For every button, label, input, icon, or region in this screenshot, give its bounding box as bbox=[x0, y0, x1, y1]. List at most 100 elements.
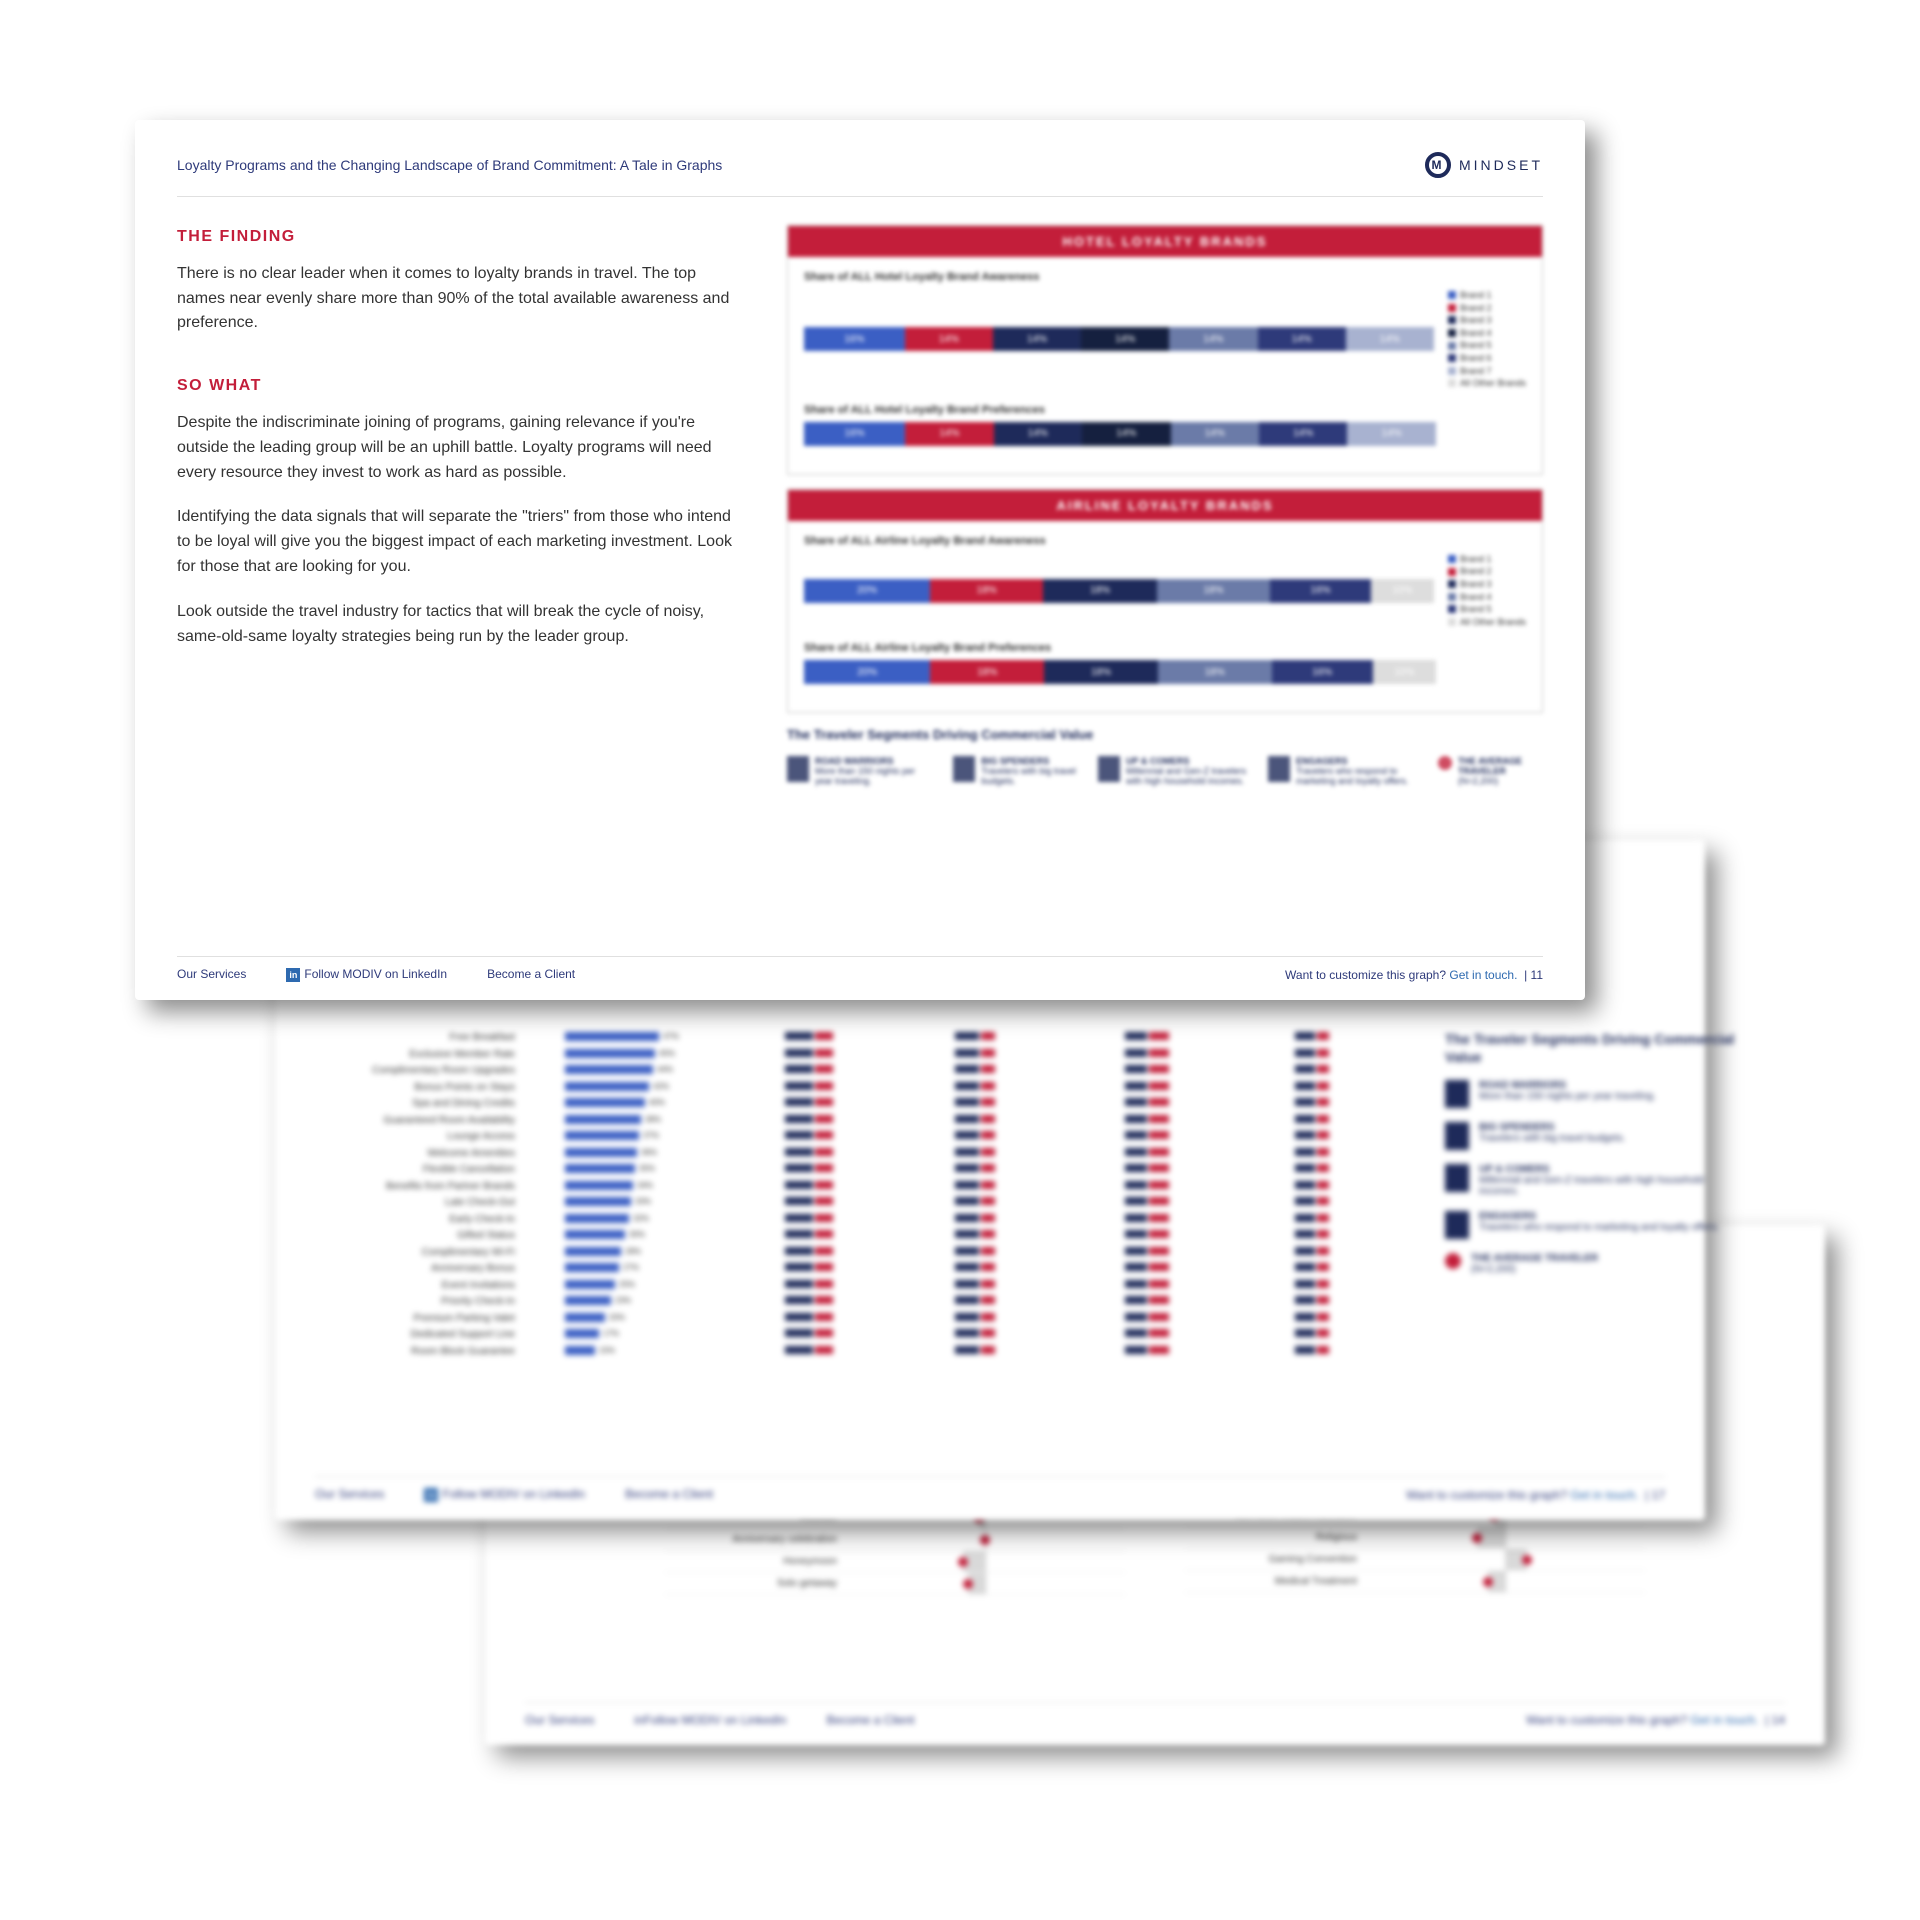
benefit-bar: 33% bbox=[565, 1195, 735, 1208]
mini-bar bbox=[1125, 1245, 1245, 1258]
bar-segment: 14% bbox=[1171, 422, 1259, 446]
benefit-bar: 45% bbox=[565, 1047, 735, 1060]
mini-bar bbox=[785, 1080, 905, 1093]
segment-icon bbox=[1445, 1253, 1461, 1269]
benefit-label: Late Check-Out bbox=[315, 1195, 515, 1212]
mini-bar bbox=[1125, 1179, 1245, 1192]
segment-icon bbox=[1445, 1122, 1469, 1150]
bar-segment: 14% bbox=[1081, 327, 1169, 351]
bar-segment: 14% bbox=[905, 327, 993, 351]
bar-segment: 14% bbox=[1346, 327, 1434, 351]
linkedin-label: Follow MODIV on LinkedIn bbox=[442, 1487, 585, 1501]
mini-bar bbox=[955, 1261, 1075, 1274]
legend-item: All Other Brands bbox=[1448, 377, 1526, 390]
mini-bar bbox=[1295, 1195, 1415, 1208]
mini-bar bbox=[785, 1129, 905, 1142]
mini-bar bbox=[955, 1195, 1075, 1208]
get-in-touch-link[interactable]: Get in touch. bbox=[1570, 1488, 1638, 1502]
benefit-bar: 20% bbox=[565, 1311, 735, 1324]
bar-segment: 10% bbox=[1371, 579, 1434, 603]
our-services-link[interactable]: Our Services bbox=[525, 1713, 594, 1727]
segment-item: ENGAGERSTravelers who respond to marketi… bbox=[1268, 756, 1418, 786]
benefit-label: Dedicated Support Line bbox=[315, 1327, 515, 1344]
mini-bar bbox=[1125, 1080, 1245, 1093]
our-services-link[interactable]: Our Services bbox=[315, 1487, 384, 1502]
mini-bar bbox=[955, 1311, 1075, 1324]
airline-awareness-label: Share of ALL Airline Loyalty Brand Aware… bbox=[804, 535, 1526, 547]
linkedin-link[interactable]: inFollow MODIV on LinkedIn bbox=[424, 1487, 585, 1502]
segment-item: BIG SPENDERSTravelers with big travel bu… bbox=[953, 756, 1078, 786]
mini-bar bbox=[955, 1179, 1075, 1192]
page-number: 11 bbox=[1531, 968, 1543, 982]
segments-title: The Traveler Segments Driving Commercial… bbox=[1445, 1030, 1745, 1066]
footer-right: Want to customize this graph? Get in tou… bbox=[1526, 1713, 1785, 1727]
legend-item: Brand 7 bbox=[1448, 365, 1526, 378]
linkedin-label: Follow MODIV on LinkedIn bbox=[644, 1713, 787, 1727]
benefit-bar: 38% bbox=[565, 1113, 735, 1126]
customize-label: Want to customize this graph? bbox=[1526, 1713, 1687, 1727]
bar-segment: 14% bbox=[993, 327, 1081, 351]
mini-bar bbox=[1295, 1228, 1415, 1241]
bar-segment: 10% bbox=[1373, 660, 1436, 684]
mini-bar bbox=[785, 1228, 905, 1241]
airline-pref-label: Share of ALL Airline Loyalty Brand Prefe… bbox=[804, 642, 1526, 654]
become-client-link[interactable]: Become a Client bbox=[487, 967, 575, 982]
get-in-touch-link[interactable]: Get in touch. bbox=[1690, 1713, 1758, 1727]
mini-bar bbox=[1295, 1344, 1415, 1357]
segment-item: ROAD WARRIORSMore than 150 nights per ye… bbox=[787, 756, 933, 786]
dot-row: Religious bbox=[1185, 1527, 1645, 1549]
mini-bar bbox=[955, 1146, 1075, 1159]
footer-right: Want to customize this graph? Get in tou… bbox=[1285, 968, 1543, 982]
mini-bar bbox=[785, 1179, 905, 1192]
mini-bar bbox=[785, 1278, 905, 1291]
linkedin-link[interactable]: inFollow MODIV on LinkedIn bbox=[634, 1713, 786, 1727]
mini-bar bbox=[785, 1063, 905, 1076]
logo-text: MINDSET bbox=[1459, 157, 1543, 173]
mini-bar bbox=[1295, 1162, 1415, 1175]
mini-bar bbox=[955, 1096, 1075, 1109]
bar-segment: 14% bbox=[994, 422, 1082, 446]
mini-bar bbox=[1295, 1245, 1415, 1258]
mini-bar bbox=[1295, 1063, 1415, 1076]
linkedin-icon: in bbox=[634, 1713, 643, 1727]
segment-item: THE AVERAGE TRAVELER(N=2,200) bbox=[1438, 756, 1543, 786]
mini-bar bbox=[1125, 1261, 1245, 1274]
airline-pref-bar: 20%18%18%18%16%10% bbox=[804, 660, 1436, 684]
mini-bar bbox=[955, 1245, 1075, 1258]
mini-bar bbox=[1295, 1261, 1415, 1274]
bar-segment: 18% bbox=[1158, 660, 1272, 684]
legend-item: Brand 3 bbox=[1448, 314, 1526, 327]
become-client-link[interactable]: Become a Client bbox=[625, 1487, 713, 1502]
benefit-label: Priority Check-In bbox=[315, 1294, 515, 1311]
mini-bar bbox=[785, 1113, 905, 1126]
our-services-link[interactable]: Our Services bbox=[177, 967, 246, 982]
segment-item: BIG SPENDERSTravelers with big travel bu… bbox=[1445, 1122, 1745, 1150]
benefit-bar: 42% bbox=[565, 1080, 735, 1093]
mini-bars-3 bbox=[1125, 1030, 1245, 1360]
segment-icon bbox=[953, 756, 975, 782]
mini-bar bbox=[1295, 1278, 1415, 1291]
mini-bar bbox=[955, 1080, 1075, 1093]
mini-bar bbox=[1125, 1063, 1245, 1076]
mini-bar bbox=[955, 1344, 1075, 1357]
mini-bar bbox=[955, 1129, 1075, 1142]
segments-strip: The Traveler Segments Driving Commercial… bbox=[787, 727, 1543, 786]
finding-heading: THE FINDING bbox=[177, 225, 737, 250]
data-dot bbox=[980, 1535, 990, 1545]
get-in-touch-link[interactable]: Get in touch. bbox=[1449, 968, 1517, 982]
become-client-link[interactable]: Become a Client bbox=[826, 1713, 914, 1727]
mini-bar bbox=[1295, 1030, 1415, 1043]
benefit-bar: 34% bbox=[565, 1179, 735, 1192]
mini-bar bbox=[1125, 1327, 1245, 1340]
segment-item: THE AVERAGE TRAVELER(N=2,200) bbox=[1445, 1253, 1745, 1275]
hotel-legend: Brand 1Brand 2Brand 3Brand 4Brand 5Brand… bbox=[1448, 289, 1526, 390]
mini-bar bbox=[1295, 1327, 1415, 1340]
mini-bar bbox=[955, 1278, 1075, 1291]
hotel-loyalty-chart: HOTEL LOYALTY BRANDS Share of ALL Hotel … bbox=[787, 225, 1543, 475]
linkedin-link[interactable]: inFollow MODIV on LinkedIn bbox=[286, 967, 447, 982]
mini-bar bbox=[785, 1146, 905, 1159]
mini-bar bbox=[785, 1344, 905, 1357]
benefit-bar: 25% bbox=[565, 1278, 735, 1291]
benefit-label: Complimentary Room Upgrades bbox=[315, 1063, 515, 1080]
slide-header: Loyalty Programs and the Changing Landsc… bbox=[177, 152, 1543, 197]
